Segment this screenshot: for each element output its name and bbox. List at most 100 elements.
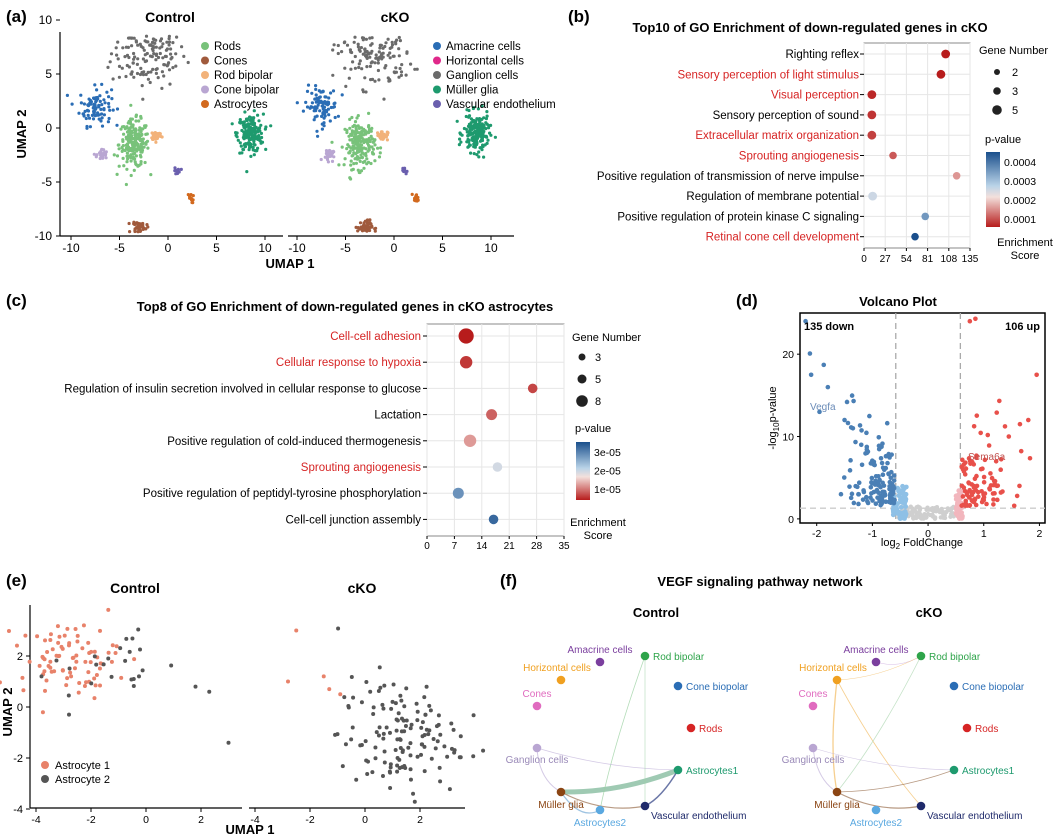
panel-c-go-dotplot: Top8 of GO Enrichment of down-regulated … [64,299,641,552]
c-term-label: Cell-cell adhesion [330,331,421,343]
umap-cell-astrocytes [188,194,192,198]
e-point-astro2 [397,737,402,742]
umap-cell-ganglion [362,36,366,40]
umap-cell-muller [477,155,481,159]
umap-cell-ganglion [167,40,172,44]
umap-cell-amacrine [331,89,336,93]
e-point-astro1 [60,668,65,673]
umap-cell-muller [242,125,246,129]
e-point-astro2 [434,724,439,729]
umap-cell-ganglion [415,67,419,71]
volcano-point-up [1034,372,1039,378]
e-point-astro2 [388,765,393,770]
volcano-point-down [884,420,890,426]
volcano-point-ns [939,508,944,513]
umap-cell-ganglion [142,48,146,52]
umap-cell-muller [247,148,251,152]
network-node [962,723,972,733]
umap-cell-rods [359,153,363,157]
e-point-astro2 [449,746,454,751]
umap-cell-rods [357,146,361,150]
umap-cell-amacrine [313,105,317,109]
e-point-astro2 [364,758,369,763]
umap-cell-amacrine [82,102,86,106]
e-point-astro2 [94,662,99,667]
umap-cell-ganglion [360,67,364,71]
e-point-astro2 [406,745,411,750]
umap-cell-ganglion [381,51,385,55]
b-dot [952,172,961,180]
volcano-point-up [984,501,989,507]
b-size-legend-label: 5 [1012,105,1018,117]
volcano-point-up [998,467,1004,473]
b-dot [941,49,951,59]
e-point-astro1 [68,670,73,675]
e-point-astro2 [207,689,212,694]
umap-cell-muller [252,133,256,138]
volcano-point-up [1017,483,1022,489]
panel-label-b: (b) [568,7,590,26]
umap-cell-ganglion [383,44,387,49]
umap-cell-rods [143,160,147,165]
umap-cell-ganglion [376,61,380,65]
umap-cell-ganglion [154,45,158,49]
umap-cell-ganglion [384,41,388,45]
c-size-legend-label: 3 [595,352,601,364]
umap-cell-rods [135,137,139,141]
umap-cell-ganglion [148,54,153,58]
network-node [640,801,650,811]
umap-cell-rods [120,149,124,153]
umap-cell-muller [455,119,459,123]
e-point-astro1 [327,687,332,692]
e-point-astro1 [56,640,61,645]
e-point-astro2 [101,662,106,667]
umap-cell-rods [125,130,130,134]
volcano-point-down [873,474,879,479]
e-point-astro1 [72,666,77,671]
network-node-label: Rods [699,724,722,735]
umap-cell-amacrine [324,109,328,113]
e-point-astro2 [377,665,382,670]
umap-cell-amacrine [79,93,83,97]
volcano-point-down [868,461,874,466]
e-point-astro2 [422,695,427,700]
e-point-astro1 [106,607,111,612]
umap-cell-amacrine [102,113,106,117]
a-legend-label: Müller glia [446,85,499,97]
umap-cell-rods [115,154,120,158]
e-point-astro2 [136,627,141,632]
panel-f-network: VEGF signaling pathway network Control c… [506,574,1025,829]
panel-a-left-title: Control [145,9,195,25]
volcano-point-down-weak [898,504,904,510]
umap-cell-cones [136,223,140,227]
umap-cell-amacrine [319,100,324,104]
umap-cell-muller [239,144,243,148]
umap-cell-rods [357,135,361,139]
network-node-label: Astrocytes1 [686,766,739,777]
umap-cell-rods [360,129,364,133]
umap-cell-muller [466,145,470,149]
e-point-astro1 [0,680,2,685]
umap-cell-amacrine [115,123,119,127]
umap-cell-ganglion [109,52,114,56]
umap-cell-rods [112,153,116,157]
volcano-point-up [982,491,988,496]
volcano-point-down [865,500,871,506]
umap-cell-ganglion [363,47,367,52]
volcano-point-down [821,362,827,368]
volcano-point-down [888,491,893,496]
umap-cell-rod-bipolar [154,140,158,144]
e-point-astro2 [67,666,72,671]
umap-cell-ganglion [370,60,374,64]
e-point-astro2 [393,701,398,706]
umap-cell-muller [480,104,484,108]
volcano-point-down [886,499,892,505]
e-point-astro1 [55,624,60,629]
a-ytick-label: -10 [35,229,53,243]
umap-cell-cones [368,228,372,233]
e-point-astro2 [412,799,417,804]
volcano-point-up [973,316,978,322]
umap-cell-muller [258,129,262,133]
umap-cell-cone-bipolar [325,156,329,160]
umap-cell-amacrine [102,107,106,111]
